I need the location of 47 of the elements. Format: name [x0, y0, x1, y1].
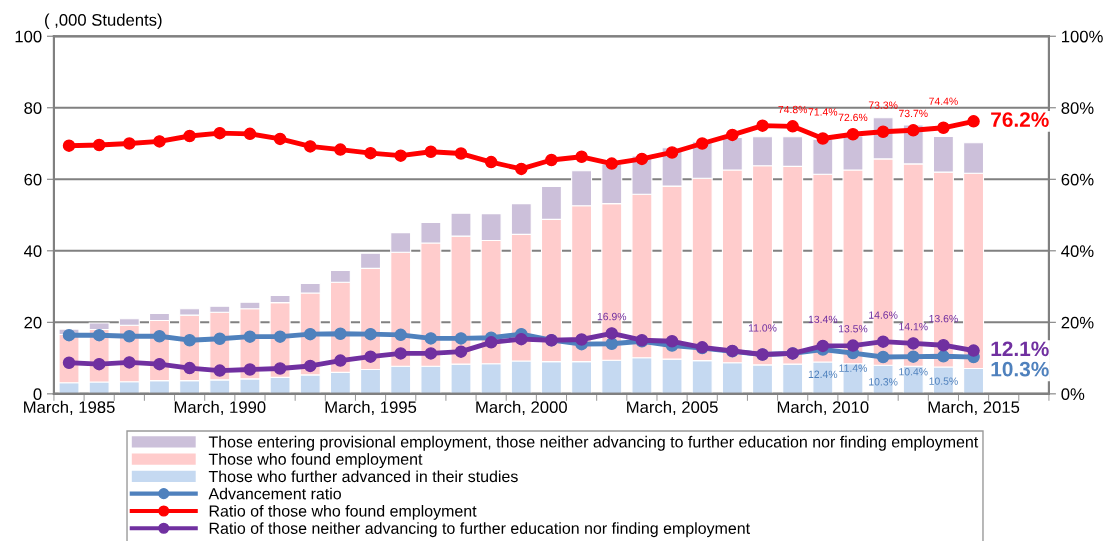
- legend-label: Ratio of those who found employment: [209, 504, 477, 520]
- data-label: 13.6%: [929, 314, 958, 323]
- y2-tick-label: 80%: [1061, 102, 1094, 114]
- data-label: 76.2%: [991, 112, 1049, 127]
- y-tick-label: 40: [23, 245, 42, 258]
- data-label: 73.7%: [899, 109, 928, 118]
- y-tick-label: 0: [33, 388, 42, 401]
- data-label: 16.9%: [597, 312, 627, 321]
- data-label: 12.4%: [808, 370, 838, 378]
- data-label: 71.4%: [808, 108, 838, 116]
- x-tick-label: March, 2015: [928, 400, 1020, 415]
- x-tick-label: March, 1990: [174, 400, 266, 415]
- data-label: 11.4%: [839, 364, 867, 372]
- x-tick-label: March, 2005: [627, 400, 718, 415]
- y-tick-label: 20: [24, 316, 42, 329]
- legend-label: Ratio of those neither advancing to further education nor finding employment: [209, 522, 750, 538]
- y-tick-label: 60: [24, 173, 42, 186]
- legend-label: Those who found employment: [208, 453, 423, 469]
- y-tick-label: 100: [15, 30, 42, 43]
- data-label: 14.6%: [869, 311, 898, 319]
- legend-label: Advancement ratio: [208, 487, 341, 500]
- y2-tick-label: 20%: [1061, 316, 1094, 329]
- data-label: 14.1%: [899, 322, 928, 331]
- x-tick-label: March, 1995: [325, 400, 417, 415]
- y-tick-label: 80: [24, 102, 42, 114]
- data-label: 73.3%: [868, 101, 898, 109]
- data-label: 13.4%: [808, 315, 838, 324]
- y-axis-title: ( ,000 Students): [45, 13, 162, 30]
- data-label: 10.4%: [899, 368, 928, 376]
- data-label: 72.6%: [838, 113, 868, 122]
- y2-tick-label: 40%: [1061, 245, 1094, 258]
- y2-tick-label: 0%: [1061, 388, 1085, 401]
- x-tick-label: March, 2000: [476, 400, 567, 415]
- y2-tick-label: 60%: [1061, 173, 1094, 186]
- y2-tick-label: 100%: [1062, 30, 1103, 43]
- x-tick-label: March, 1985: [24, 400, 115, 415]
- data-label: 10.3%: [991, 361, 1049, 377]
- data-label: 74.8%: [778, 105, 808, 114]
- data-label: 10.3%: [869, 378, 898, 386]
- data-label: 74.4%: [929, 97, 958, 105]
- data-label: 10.5%: [929, 377, 958, 385]
- x-tick-label: March, 2010: [777, 400, 869, 415]
- data-label: 12.1%: [991, 341, 1049, 357]
- legend-label: Those entering provisional employment, those neither advancing to further education nor finding employment: [208, 435, 979, 451]
- data-label: 11.0%: [748, 324, 777, 332]
- data-label: 13.5%: [838, 325, 868, 333]
- legend-label: Those who further advanced in their studies: [208, 470, 518, 483]
